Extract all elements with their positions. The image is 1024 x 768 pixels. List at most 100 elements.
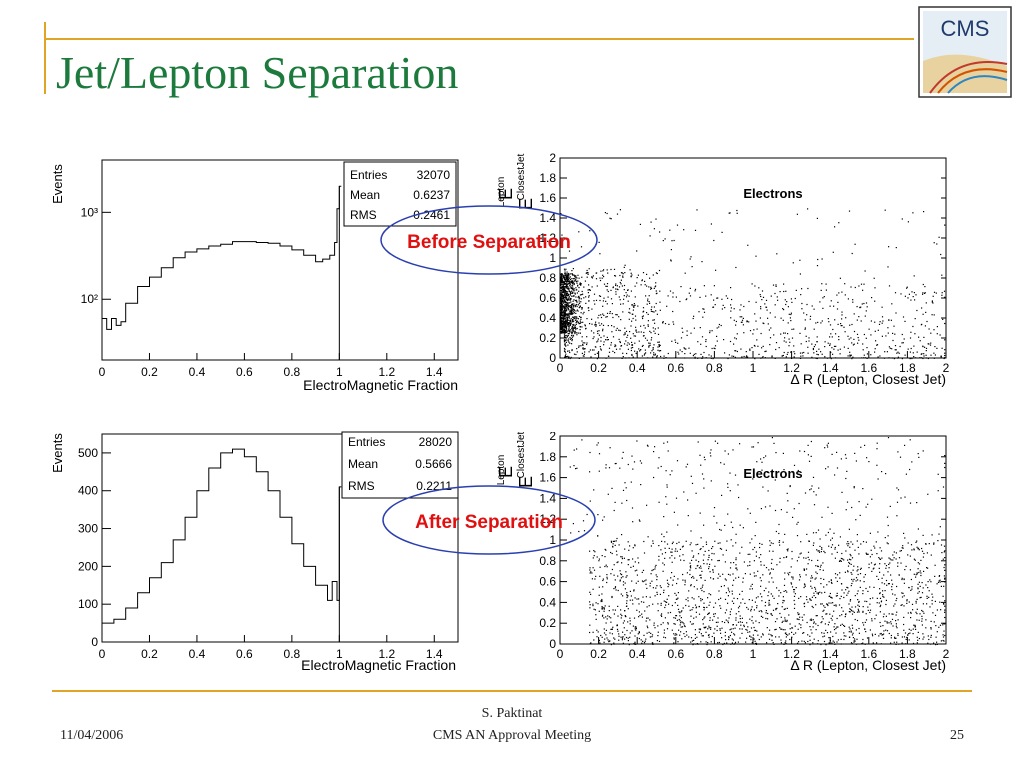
scatter-point — [916, 540, 918, 542]
scatter-point — [889, 562, 891, 564]
scatter-point — [619, 341, 621, 344]
scatter-point — [923, 336, 925, 338]
scatter-point — [623, 557, 625, 559]
scatter-point — [572, 274, 574, 276]
scatter-point — [854, 638, 856, 640]
scatter-point — [729, 490, 731, 492]
scatter-point — [629, 331, 631, 333]
scatter-point — [944, 550, 946, 552]
scatter-point — [651, 569, 653, 572]
scatter-point — [843, 624, 845, 627]
scatter-point — [928, 543, 930, 545]
scatter-point — [567, 355, 569, 357]
scatter-point — [838, 292, 840, 294]
scatter-point — [650, 573, 652, 575]
scatter-point — [927, 642, 929, 644]
scatter-point — [807, 346, 809, 348]
scatter-point — [771, 437, 773, 439]
scatter-point — [699, 574, 701, 576]
scatter-point — [570, 281, 573, 283]
scatter-point — [720, 529, 722, 531]
scatter-point — [845, 614, 847, 616]
scatter-point — [786, 607, 788, 609]
scatter-point — [819, 538, 821, 540]
scatter-point — [622, 451, 624, 453]
scatter-point — [804, 642, 806, 644]
scatter-point — [934, 575, 936, 577]
scatter-point — [725, 609, 728, 611]
scatter-point — [803, 312, 805, 314]
scatter-point — [904, 295, 906, 297]
scatter-point — [794, 625, 796, 627]
scatter-point — [915, 574, 917, 576]
scatter-point — [784, 299, 786, 301]
scatter-point — [880, 632, 882, 635]
scatter-point — [566, 274, 568, 276]
scatter-point — [603, 335, 605, 337]
scatter-point — [664, 547, 666, 549]
scatter-point — [854, 452, 856, 454]
scatter-point — [570, 301, 572, 303]
scatter-point — [846, 594, 848, 596]
scatter-point — [696, 643, 698, 645]
scatter-point — [584, 325, 586, 327]
stat-value: 0.5666 — [415, 457, 452, 471]
scatter-point — [675, 548, 677, 550]
scatter-point — [627, 289, 629, 291]
scatter-point — [811, 485, 813, 487]
scatter-point — [843, 638, 845, 641]
scatter-point — [787, 333, 789, 335]
scatter-point — [753, 329, 755, 331]
scatter-point — [736, 209, 738, 212]
scatter-point — [789, 623, 791, 625]
scatter-point — [864, 600, 866, 602]
scatter-point — [868, 461, 870, 463]
scatter-point — [663, 355, 665, 357]
scatter-point — [708, 627, 710, 629]
scatter-point — [900, 604, 902, 606]
scatter-point — [673, 642, 675, 644]
scatter-point — [690, 542, 692, 544]
scatter-point — [888, 357, 890, 359]
scatter-point — [770, 613, 772, 615]
scatter-point — [708, 612, 710, 614]
scatter-point — [865, 619, 868, 621]
scatter-point — [772, 284, 775, 286]
scatter-point — [717, 617, 719, 619]
scatter-point — [663, 591, 665, 594]
scatter-point — [869, 598, 871, 600]
scatter-point — [788, 633, 790, 635]
scatter-point — [681, 327, 683, 329]
scatter-point — [827, 531, 829, 534]
scatter-point — [599, 566, 601, 568]
scatter-point — [638, 340, 640, 342]
scatter-point — [664, 606, 666, 609]
scatter-point — [628, 343, 630, 345]
x-tick-label: 1.2 — [378, 365, 395, 379]
scatter-point — [908, 628, 910, 630]
scatter-point — [567, 344, 569, 346]
scatter-point — [728, 591, 731, 593]
scatter-point — [622, 622, 624, 624]
scatter-point — [565, 353, 567, 355]
scatter-point — [560, 276, 562, 278]
scatter-point — [625, 340, 627, 342]
scatter-point — [616, 288, 618, 290]
scatter-point — [808, 559, 810, 561]
scatter-point — [833, 626, 835, 628]
scatter-point — [906, 599, 908, 601]
scatter-point — [718, 559, 720, 562]
scatter-point — [812, 606, 814, 609]
scatter-point — [622, 642, 624, 644]
scatter-point — [809, 598, 811, 600]
scatter-point — [881, 322, 883, 324]
scatter-point — [689, 621, 691, 623]
scatter-point — [767, 595, 769, 597]
scatter-point — [906, 286, 908, 288]
scatter-point — [562, 314, 564, 316]
scatter-point — [606, 212, 608, 215]
scatter-point — [826, 584, 828, 586]
scatter-point — [657, 467, 659, 469]
scatter-point — [679, 548, 681, 550]
scatter-point — [903, 578, 905, 580]
